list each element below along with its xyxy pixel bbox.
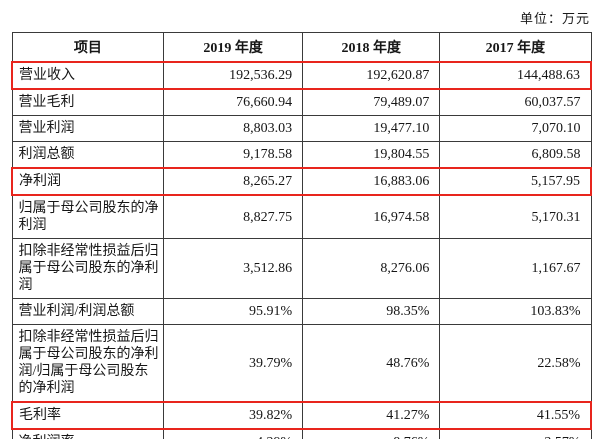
cell-2017: 144,488.63 — [439, 61, 593, 90]
table-row: 归属于母公司股东的净利润 8,827.75 16,974.58 5,170.31 — [11, 194, 592, 239]
cell-2019: 8,265.27 — [163, 167, 304, 196]
cell-2019: 8,803.03 — [163, 115, 304, 142]
row-label: 营业利润 — [11, 115, 165, 142]
cell-2019: 4.29% — [163, 428, 304, 439]
cell-2018: 16,883.06 — [302, 167, 441, 196]
cell-2019: 9,178.58 — [163, 141, 304, 169]
cell-2017: 3.57% — [439, 428, 592, 439]
row-label: 毛利率 — [11, 401, 165, 430]
table-header-row: 项目 2019 年度 2018 年度 2017 年度 — [11, 32, 592, 63]
cell-2019: 3,512.86 — [163, 238, 304, 299]
financial-summary-table: 项目 2019 年度 2018 年度 2017 年度 营业收入 192,536.… — [11, 32, 593, 439]
table-row: 扣除非经常性损益后归属于母公司股东的净利润/归属于母公司股东的净利润 39.79… — [11, 324, 592, 403]
table-row: 营业利润/利润总额 95.91% 98.35% 103.83% — [11, 298, 592, 325]
header-year-2019: 2019 年度 — [163, 32, 304, 63]
cell-2019: 192,536.29 — [163, 61, 304, 90]
cell-2018: 98.35% — [302, 298, 441, 325]
cell-2019: 39.82% — [163, 401, 304, 430]
cell-2018: 8,276.06 — [302, 238, 441, 299]
cell-2017: 5,157.95 — [439, 167, 593, 196]
cell-2018: 16,974.58 — [302, 194, 441, 239]
row-label: 利润总额 — [11, 141, 165, 169]
cell-2017: 103.83% — [439, 298, 592, 325]
row-label: 净利润率 — [11, 428, 165, 439]
row-label: 归属于母公司股东的净利润 — [11, 194, 165, 239]
table-row: 净利润 8,265.27 16,883.06 5,157.95 — [11, 167, 593, 196]
cell-2017: 22.58% — [439, 324, 592, 403]
row-label: 营业收入 — [11, 61, 165, 90]
row-label: 净利润 — [11, 167, 165, 196]
cell-2017: 7,070.10 — [439, 115, 592, 142]
cell-2018: 19,804.55 — [302, 141, 441, 169]
cell-2018: 192,620.87 — [302, 61, 441, 90]
table-row: 营业收入 192,536.29 192,620.87 144,488.63 — [11, 61, 593, 90]
table-row: 营业利润 8,803.03 19,477.10 7,070.10 — [11, 115, 592, 142]
cell-2017: 1,167.67 — [439, 238, 592, 299]
cell-2019: 39.79% — [163, 324, 304, 403]
table-row: 毛利率 39.82% 41.27% 41.55% — [11, 401, 593, 430]
row-label: 营业毛利 — [11, 88, 165, 116]
table-row: 净利润率 4.29% 8.76% 3.57% — [11, 428, 592, 439]
row-label: 扣除非经常性损益后归属于母公司股东的净利润 — [11, 238, 165, 299]
unit-label: 单位：万元 — [519, 11, 590, 26]
cell-2017: 5,170.31 — [439, 194, 592, 239]
cell-2018: 48.76% — [302, 324, 441, 403]
cell-2018: 79,489.07 — [302, 88, 441, 116]
cell-2019: 8,827.75 — [163, 194, 304, 239]
cell-2018: 8.76% — [302, 428, 441, 439]
cell-2018: 19,477.10 — [302, 115, 441, 142]
header-item-column: 项目 — [11, 32, 165, 63]
cell-2017: 6,809.58 — [439, 141, 592, 169]
cell-2019: 76,660.94 — [163, 88, 304, 116]
header-year-2017: 2017 年度 — [439, 32, 592, 63]
table-body: 营业收入 192,536.29 192,620.87 144,488.63 营业… — [11, 61, 593, 439]
cell-2019: 95.91% — [163, 298, 304, 325]
cell-2017: 41.55% — [439, 401, 593, 430]
header-year-2018: 2018 年度 — [302, 32, 441, 63]
table-row: 利润总额 9,178.58 19,804.55 6,809.58 — [11, 141, 592, 169]
row-label: 扣除非经常性损益后归属于母公司股东的净利润/归属于母公司股东的净利润 — [11, 324, 165, 403]
cell-2017: 60,037.57 — [439, 88, 592, 116]
table-row: 营业毛利 76,660.94 79,489.07 60,037.57 — [11, 88, 592, 116]
row-label: 营业利润/利润总额 — [11, 298, 165, 325]
table-row: 扣除非经常性损益后归属于母公司股东的净利润 3,512.86 8,276.06 … — [11, 238, 592, 299]
cell-2018: 41.27% — [302, 401, 441, 430]
